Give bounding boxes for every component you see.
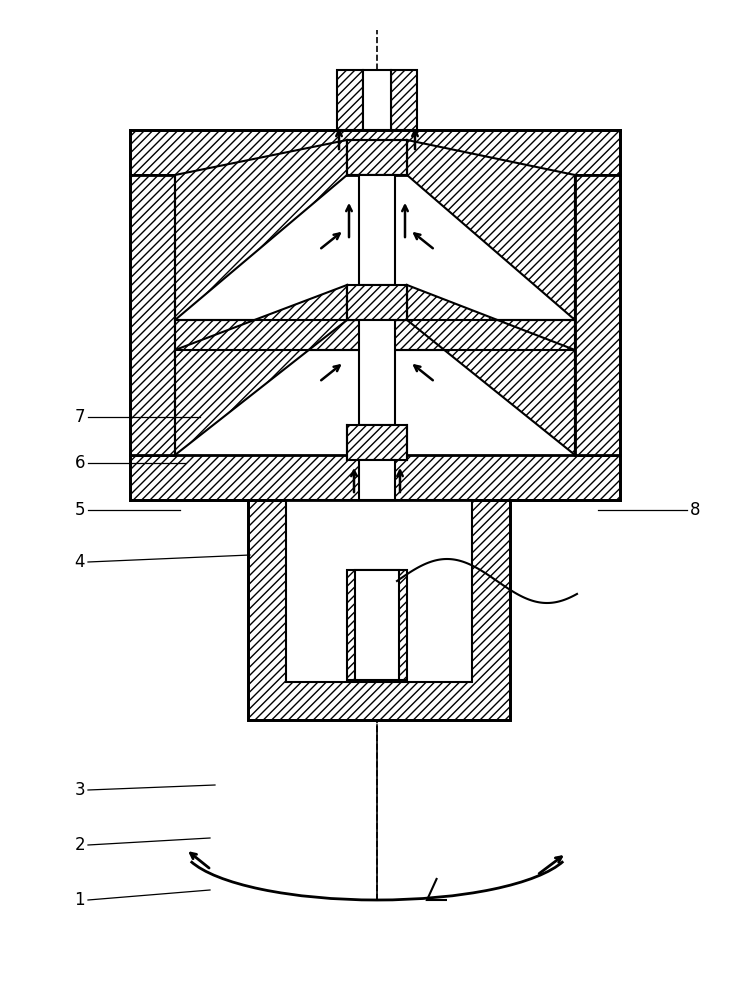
Bar	[175, 320, 575, 350]
Bar	[347, 570, 407, 680]
Polygon shape	[175, 285, 347, 455]
Text: 2: 2	[75, 836, 85, 854]
Bar	[130, 130, 620, 175]
Bar	[130, 175, 175, 455]
Text: 3: 3	[75, 781, 85, 799]
Bar	[347, 140, 407, 175]
Text: 4: 4	[75, 553, 85, 571]
Bar	[359, 320, 395, 425]
Text: 6: 6	[75, 454, 85, 472]
Bar	[359, 460, 395, 500]
Bar	[347, 285, 407, 320]
Text: 8: 8	[690, 501, 700, 519]
Polygon shape	[407, 285, 575, 455]
Bar	[363, 70, 391, 130]
Bar	[248, 500, 510, 720]
Bar	[575, 175, 620, 455]
Bar	[355, 570, 399, 680]
Bar	[347, 425, 407, 460]
Polygon shape	[175, 140, 347, 320]
Bar	[391, 70, 417, 130]
Text: 7: 7	[75, 408, 85, 426]
Bar	[286, 500, 472, 682]
Polygon shape	[407, 140, 575, 320]
Bar	[359, 175, 395, 285]
Bar	[337, 70, 363, 130]
Bar	[130, 455, 620, 500]
Bar	[248, 500, 510, 720]
Text: 5: 5	[75, 501, 85, 519]
Text: 1: 1	[75, 891, 85, 909]
